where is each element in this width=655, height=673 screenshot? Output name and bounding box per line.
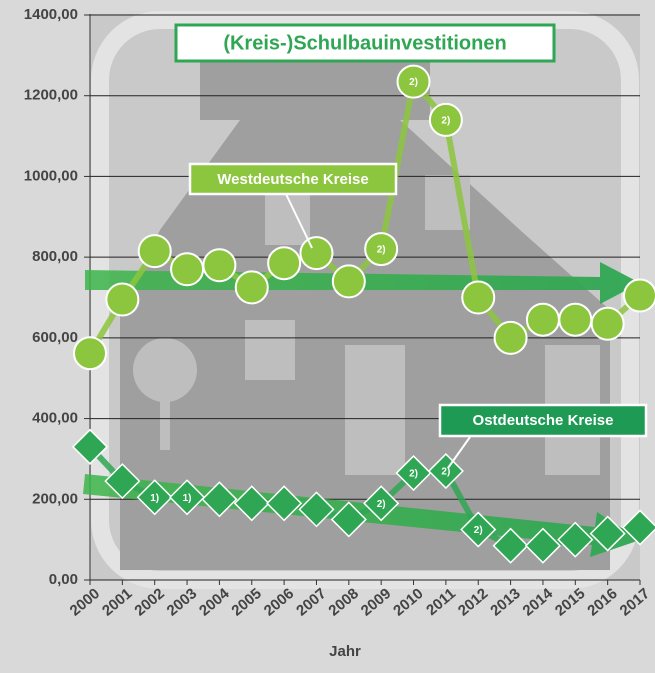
point-label: 2) (377, 499, 386, 510)
point-label: 2) (377, 245, 386, 256)
x-tick-label: 2017 (617, 585, 653, 619)
point-label: 1) (183, 493, 192, 504)
point-label: 2) (474, 525, 483, 536)
x-tick-label: 2000 (67, 585, 103, 619)
data-point (203, 249, 235, 281)
chart-title: (Kreis-)Schulbauinvestitionen (223, 32, 506, 54)
legend-label: Westdeutsche Kreise (217, 171, 368, 188)
y-tick-label: 1400,00 (24, 6, 78, 23)
point-label: 2) (409, 77, 418, 88)
point-label: 2) (441, 116, 450, 127)
y-tick-label: 400,00 (32, 410, 78, 427)
x-tick-label: 2004 (196, 585, 233, 620)
chart: 2) 2) 2) 1) 1) 2) 2) 2) 2) (Kreis-)Schulbauinves… (0, 0, 655, 668)
y-tick-label: 200,00 (32, 490, 78, 507)
x-tick-label: 2009 (358, 585, 394, 619)
page: {"chart_data": {"type": "line", "title":… (0, 0, 655, 673)
x-tick-label: 2012 (455, 585, 491, 619)
data-point (559, 304, 591, 336)
x-tick-label: 2013 (487, 585, 523, 619)
data-point (495, 322, 527, 354)
x-tick-label: 2002 (131, 585, 167, 619)
x-tick-label: 2015 (552, 585, 588, 619)
x-tick-label: 2014 (520, 585, 557, 620)
y-tick-label: 0,00 (49, 571, 78, 588)
data-point (333, 265, 365, 297)
x-tick-label: 2008 (325, 585, 361, 619)
data-point (106, 284, 138, 316)
point-label: 2) (441, 467, 450, 478)
x-tick-label: 2005 (228, 585, 264, 619)
data-point (462, 282, 494, 314)
legend-label: Ostdeutsche Kreise (473, 412, 614, 429)
data-point (74, 337, 106, 369)
x-axis-title: Jahr (329, 643, 361, 660)
data-point (139, 235, 171, 267)
y-tick-label: 600,00 (32, 329, 78, 346)
point-label: 2) (409, 469, 418, 480)
data-point (268, 247, 300, 279)
x-tick-label: 2010 (390, 585, 426, 619)
data-point (624, 279, 655, 311)
y-tick-label: 1000,00 (24, 167, 78, 184)
data-point (592, 308, 624, 340)
y-tick-label: 800,00 (32, 248, 78, 265)
point-label: 1) (150, 493, 159, 504)
data-point (171, 253, 203, 285)
data-point (236, 271, 268, 303)
x-tick-label: 2007 (293, 585, 329, 619)
x-tick-label: 2003 (164, 585, 200, 619)
data-point (300, 237, 332, 269)
x-tick-label: 2006 (261, 585, 297, 619)
x-tick-label: 2011 (423, 585, 459, 619)
y-tick-label: 1200,00 (24, 87, 78, 104)
data-point (527, 304, 559, 336)
x-tick-label: 2001 (99, 585, 135, 619)
x-tick-label: 2016 (584, 585, 620, 619)
